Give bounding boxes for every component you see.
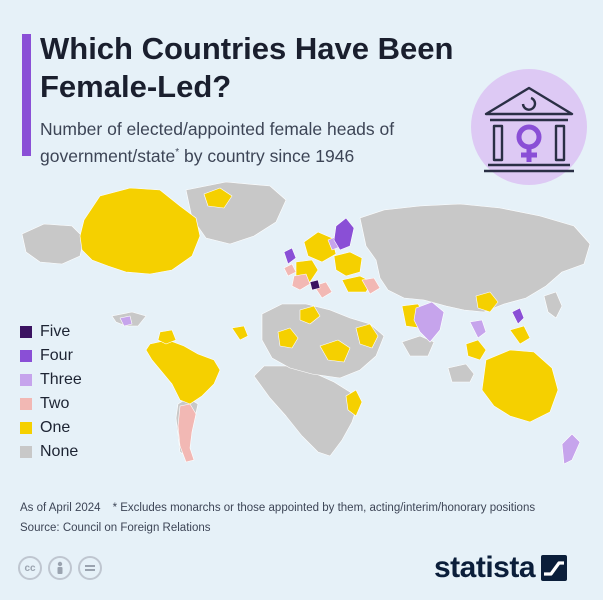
countries-five xyxy=(309,279,321,291)
no-derivatives-icon[interactable] xyxy=(78,556,102,580)
legend-swatch xyxy=(20,398,32,410)
attribution-icon[interactable] xyxy=(48,556,72,580)
legend-swatch xyxy=(20,374,32,386)
as-of-date: As of April 2024 xyxy=(20,502,101,514)
legend-item: Four xyxy=(20,344,82,368)
footnote: As of April 2024 * Excludes monarchs or t… xyxy=(20,502,535,514)
legend-label: One xyxy=(40,419,71,436)
legend-item: None xyxy=(20,440,82,464)
legend-label: Four xyxy=(40,347,73,364)
footnote-text: * Excludes monarchs or those appointed b… xyxy=(112,502,536,514)
accent-bar xyxy=(22,34,31,156)
legend-item: Five xyxy=(20,320,82,344)
legend-label: Two xyxy=(40,395,70,412)
legend-swatch xyxy=(20,422,32,434)
legend-label: Three xyxy=(40,371,82,388)
license-icons: cc xyxy=(18,556,102,580)
legend-label: Five xyxy=(40,323,71,340)
legend-swatch xyxy=(20,326,32,338)
legend-swatch xyxy=(20,446,32,458)
legend-item: Three xyxy=(20,368,82,392)
legend-item: One xyxy=(20,416,82,440)
countries-none xyxy=(21,181,591,457)
page-subtitle: Number of elected/appointed female heads… xyxy=(40,118,470,168)
countries-one xyxy=(79,187,559,423)
countries-two xyxy=(177,263,381,463)
brand-name: statista xyxy=(434,551,536,584)
statista-logo-icon xyxy=(541,555,568,581)
statista-brand[interactable]: statista xyxy=(434,551,568,585)
government-building-icon xyxy=(471,69,587,185)
legend-label: None xyxy=(40,443,79,460)
cc-icon[interactable]: cc xyxy=(18,556,42,580)
subtitle-footnote-mark: * xyxy=(175,147,180,158)
countries-four xyxy=(283,217,525,325)
female-symbol-icon xyxy=(516,124,542,162)
world-map xyxy=(21,181,591,465)
subtitle-text: Number of elected/appointed female heads… xyxy=(40,119,395,166)
legend-item: Two xyxy=(20,392,82,416)
countries-three xyxy=(119,235,581,465)
source-text: Source: Council on Foreign Relations xyxy=(20,522,211,534)
page-title: Which Countries Have Been Female-Led? xyxy=(40,31,454,104)
subtitle-tail: by country since 1946 xyxy=(179,145,355,166)
legend: Five Four Three Two One None xyxy=(20,320,82,464)
legend-swatch xyxy=(20,350,32,362)
